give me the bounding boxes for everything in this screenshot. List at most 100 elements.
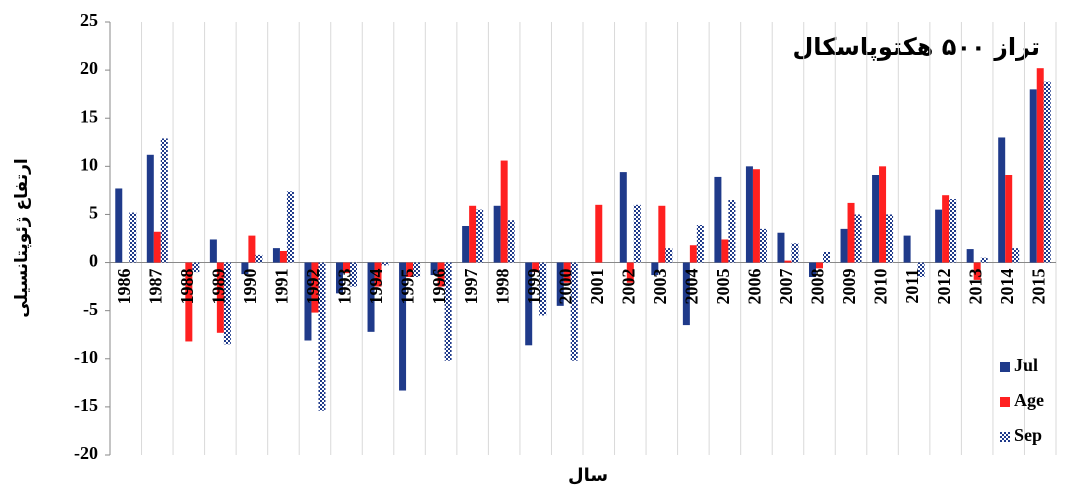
x-tick-label: 1987: [145, 269, 165, 305]
bar: [248, 235, 256, 263]
bar: [840, 228, 848, 263]
bar: [255, 254, 263, 263]
x-tick-label: 2002: [618, 269, 638, 305]
y-tick-label: 20: [80, 58, 98, 78]
x-tick-label: 2011: [902, 269, 922, 304]
bar: [399, 262, 407, 391]
x-tick-label: 2009: [839, 269, 859, 305]
x-tick-label: 2006: [745, 269, 765, 305]
bar: [682, 262, 690, 326]
x-tick-label: 1990: [240, 269, 260, 305]
y-tick-label: -20: [74, 443, 98, 463]
y-axis-title: ارتفاع ژئوپتانسیلی: [12, 158, 32, 317]
bar: [209, 239, 217, 263]
bar: [626, 262, 634, 283]
bar: [1005, 174, 1013, 263]
x-tick-label: 2000: [555, 269, 575, 305]
bar: [469, 205, 477, 263]
bar: [525, 262, 533, 346]
y-tick-label: -15: [74, 395, 98, 415]
bar: [816, 262, 823, 269]
bar: [286, 191, 294, 263]
bar: [752, 169, 760, 263]
bar: [728, 200, 736, 263]
bar: [160, 138, 168, 263]
x-tick-label: 2012: [934, 269, 954, 305]
y-tick-label: 0: [89, 251, 98, 271]
bar: [539, 262, 547, 316]
x-tick-label: 2015: [1028, 269, 1048, 305]
legend-swatch: [1000, 397, 1010, 407]
x-tick-label: 1995: [398, 269, 418, 305]
bar: [633, 204, 641, 263]
bar: [665, 248, 673, 263]
x-tick-label: 1989: [208, 269, 228, 305]
bar: [903, 235, 911, 263]
bar: [998, 137, 1006, 263]
bar: [153, 231, 161, 263]
bar: [413, 262, 421, 277]
bar: [406, 262, 414, 277]
y-tick-label: -5: [83, 299, 98, 319]
bar: [336, 262, 343, 294]
bar: [689, 245, 697, 263]
x-tick-label: 1988: [177, 269, 197, 305]
bar: [658, 205, 666, 263]
bar: [759, 228, 767, 263]
bar: [430, 262, 438, 276]
x-tick-label: 1991: [272, 269, 292, 305]
y-tick-label: 15: [80, 106, 98, 126]
bar: [556, 262, 564, 306]
bar: [872, 174, 880, 263]
bar: [784, 260, 792, 263]
bar: [507, 220, 515, 263]
bar: [343, 262, 350, 274]
bar: [696, 225, 704, 263]
bar: [311, 262, 319, 313]
x-tick-label: 2007: [776, 269, 796, 305]
legend-label: Sep: [1014, 425, 1042, 445]
x-tick-label: 2008: [808, 269, 828, 305]
bar: [462, 225, 470, 263]
bar: [115, 188, 123, 263]
x-tick-label: 2005: [713, 269, 733, 305]
bar: [216, 262, 224, 333]
bar: [886, 214, 894, 263]
x-tick-label: 2013: [965, 269, 985, 305]
bar: [917, 262, 925, 277]
bar: [949, 199, 957, 263]
bar: [651, 262, 659, 276]
bar: [942, 195, 950, 263]
bar: [809, 262, 816, 277]
x-tick-label: 2010: [871, 269, 891, 305]
bar: [129, 212, 137, 263]
x-tick-label: 1993: [335, 269, 355, 305]
bar: [500, 160, 508, 263]
bar: [381, 262, 389, 266]
x-tick-label: 2014: [997, 269, 1017, 305]
x-tick-label: 2003: [650, 269, 670, 305]
legend-label: Age: [1014, 390, 1044, 410]
legend-label: Jul: [1014, 355, 1038, 375]
x-tick-label: 1997: [461, 269, 481, 305]
bar: [223, 262, 231, 345]
bar: [444, 262, 452, 361]
y-tick-label: 10: [80, 154, 98, 174]
bar: [350, 262, 357, 287]
bar: [791, 243, 799, 263]
bar: [241, 262, 249, 275]
legend-swatch: [1000, 362, 1010, 372]
y-tick-label: 25: [80, 10, 98, 30]
bar: [304, 262, 312, 341]
x-tick-label: 2001: [587, 269, 607, 305]
bar: [192, 262, 200, 273]
x-tick-label: 1998: [492, 269, 512, 305]
y-tick-label: -10: [74, 347, 98, 367]
bar: [374, 262, 382, 287]
chart-title: تراز ۵۰۰ هکتوپاسکال: [792, 33, 1040, 61]
bar: [146, 154, 154, 263]
bar: [823, 251, 830, 263]
bar: [272, 248, 280, 263]
bar: [367, 262, 375, 332]
